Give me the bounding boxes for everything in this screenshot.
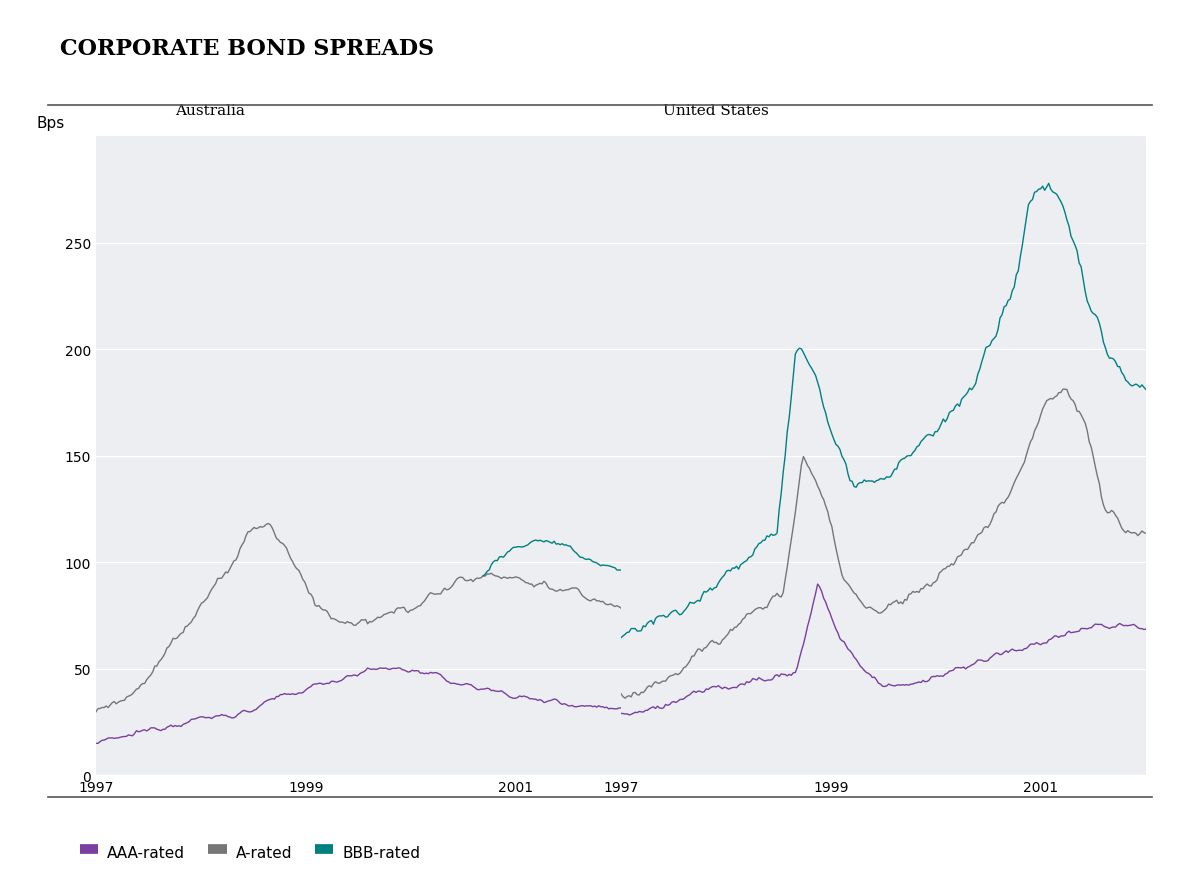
Text: United States: United States (662, 105, 769, 118)
Legend: AAA-rated, A-rated, BBB-rated: AAA-rated, A-rated, BBB-rated (73, 835, 427, 867)
Y-axis label: Bps: Bps (36, 116, 65, 131)
Text: CORPORATE BOND SPREADS: CORPORATE BOND SPREADS (60, 38, 434, 59)
Text: Australia: Australia (175, 105, 245, 118)
